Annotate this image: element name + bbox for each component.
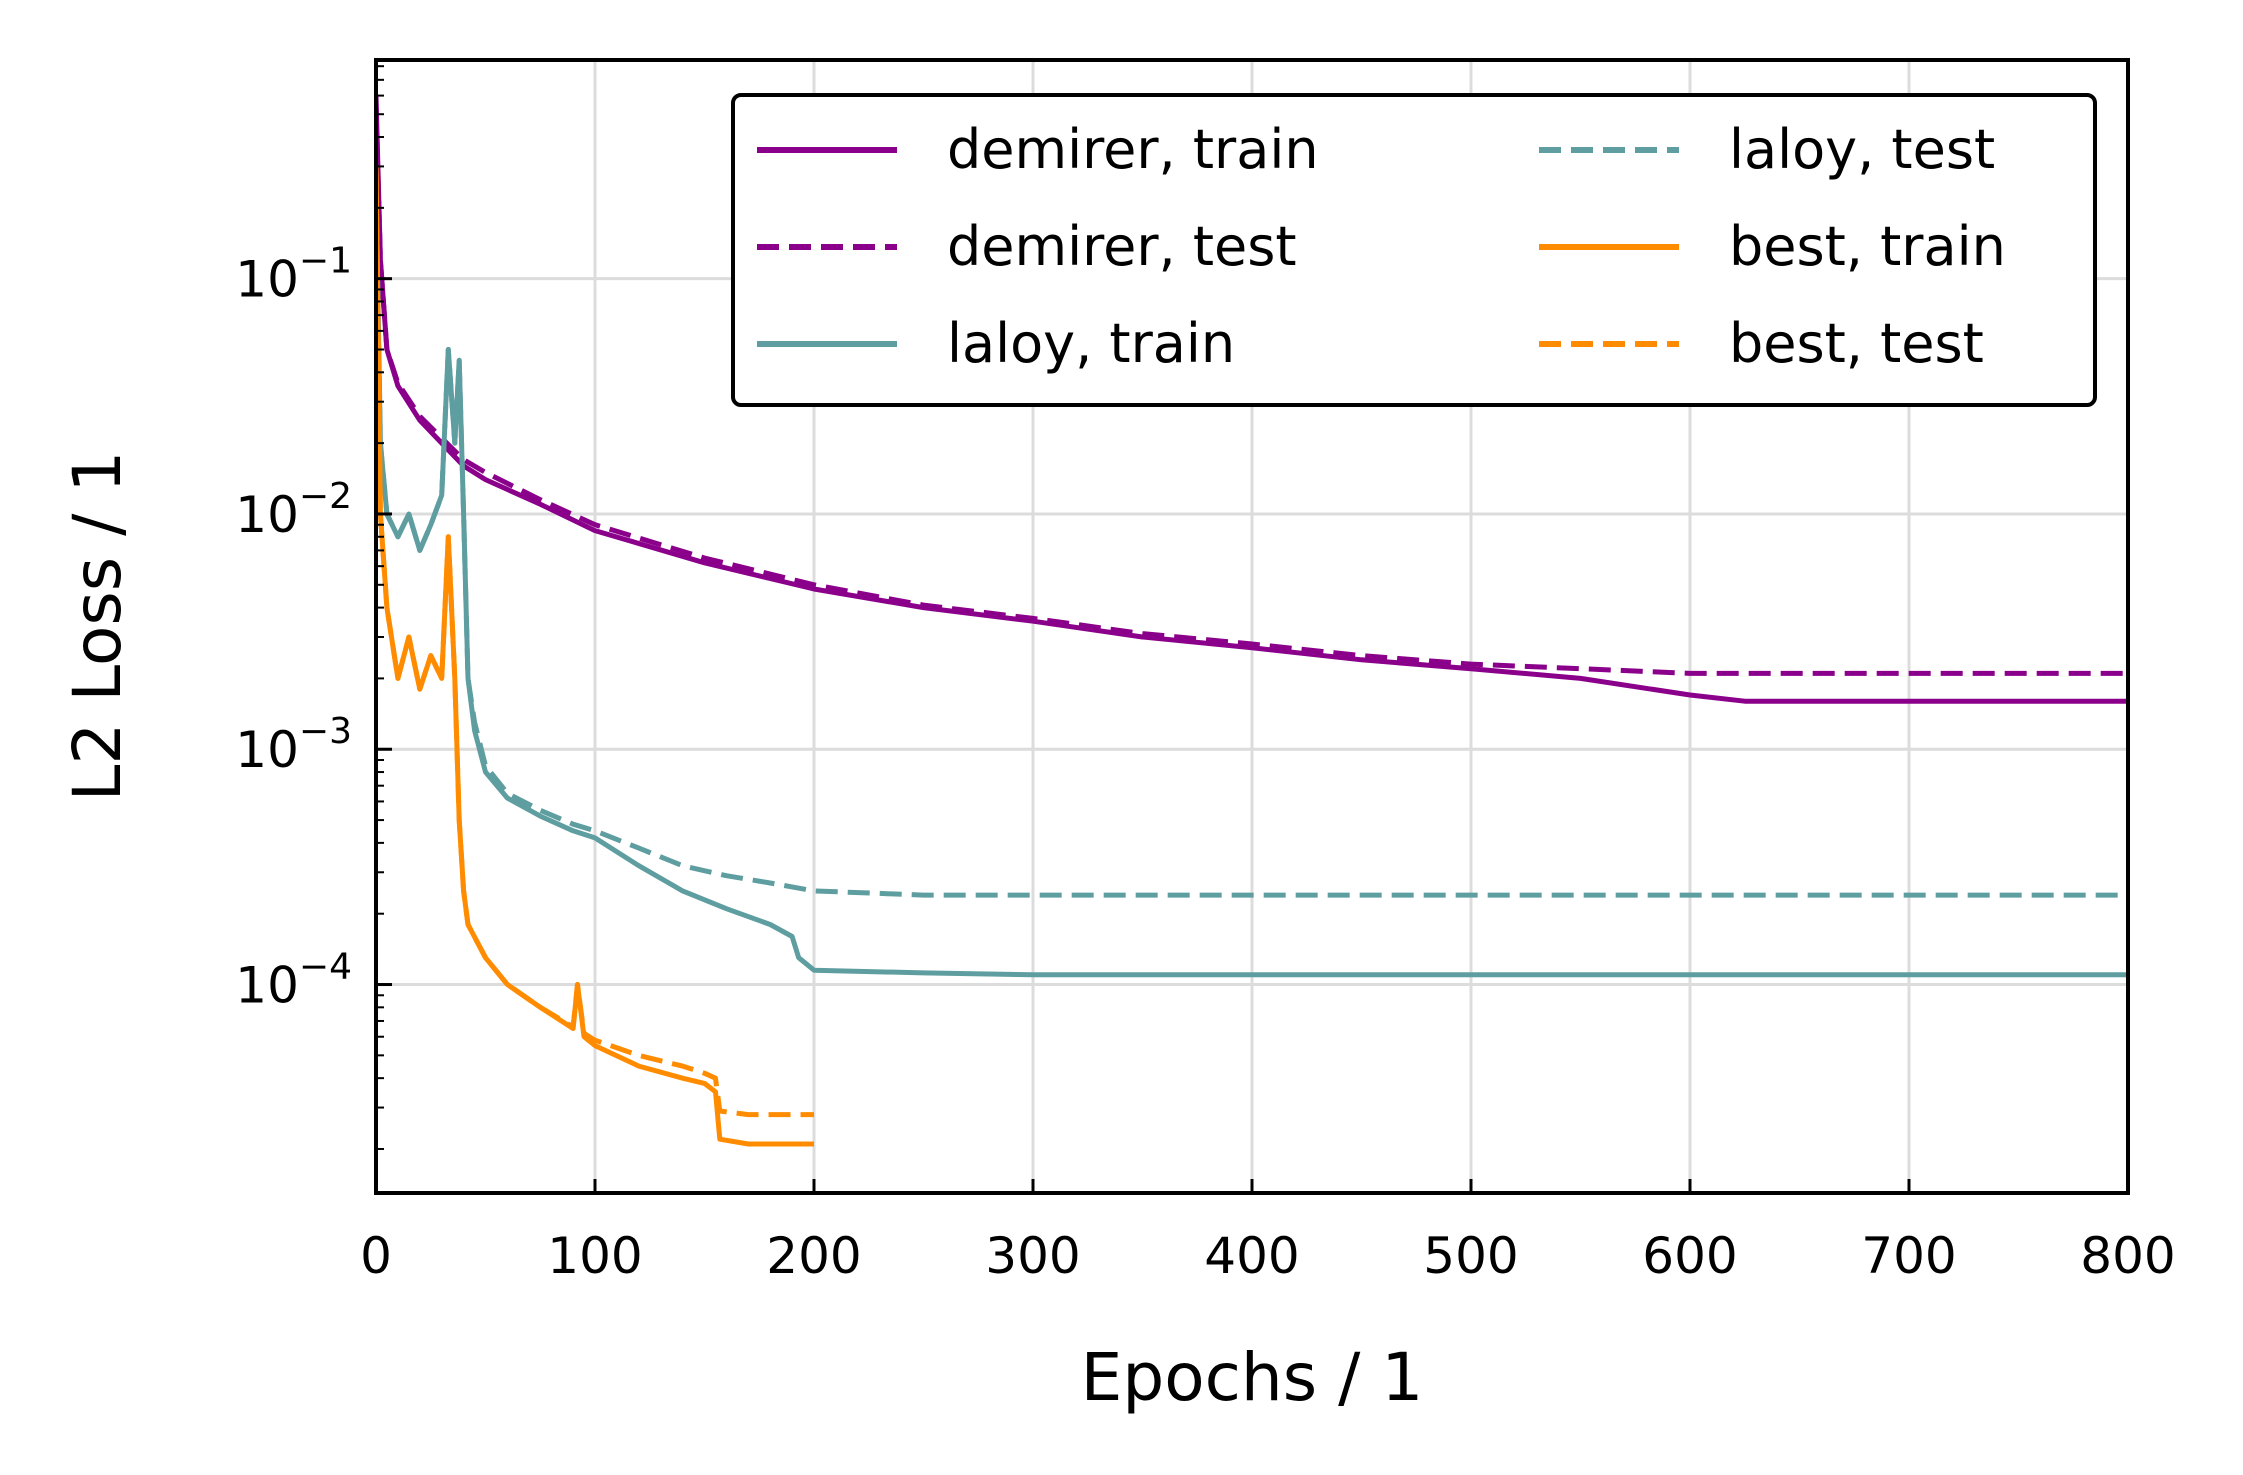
x-tick-labels: 0 100 200 300 400 500 600 700 800 (360, 1227, 2176, 1285)
x-axis-label: Epochs / 1 (1081, 1339, 1424, 1416)
series-line-laloy-test (376, 184, 2128, 898)
x-tick-label: 600 (1642, 1227, 1737, 1285)
legend-label: laloy, train (947, 312, 1235, 375)
x-tick-label: 400 (1204, 1227, 1299, 1285)
x-tick-label: 500 (1423, 1227, 1518, 1285)
legend-label: demirer, train (947, 118, 1319, 181)
series-layer (376, 95, 2128, 1147)
legend-box (731, 93, 2097, 407)
y-axis-label: L2 Loss / 1 (59, 451, 136, 802)
x-tick-label: 800 (2080, 1227, 2175, 1285)
x-tick-label: 300 (985, 1227, 1080, 1285)
x-tick-label: 200 (766, 1227, 861, 1285)
x-tick-label: 700 (1861, 1227, 1956, 1285)
x-tick-label: 100 (547, 1227, 642, 1285)
y-tick-labels: 10−410−310−210−1 (235, 241, 352, 1015)
legend-label: demirer, test (947, 215, 1297, 278)
legend-label: best, test (1729, 312, 1984, 375)
legend-label: laloy, test (1729, 118, 1995, 181)
axis-ticks (374, 65, 2130, 1193)
legend: demirer, train demirer, test laloy, train l… (731, 93, 2097, 407)
series-line-demirer-test (376, 104, 2128, 676)
legend-label: best, train (1729, 215, 2006, 278)
series-line-best-test (376, 166, 814, 1118)
x-tick-label: 0 (360, 1227, 392, 1285)
